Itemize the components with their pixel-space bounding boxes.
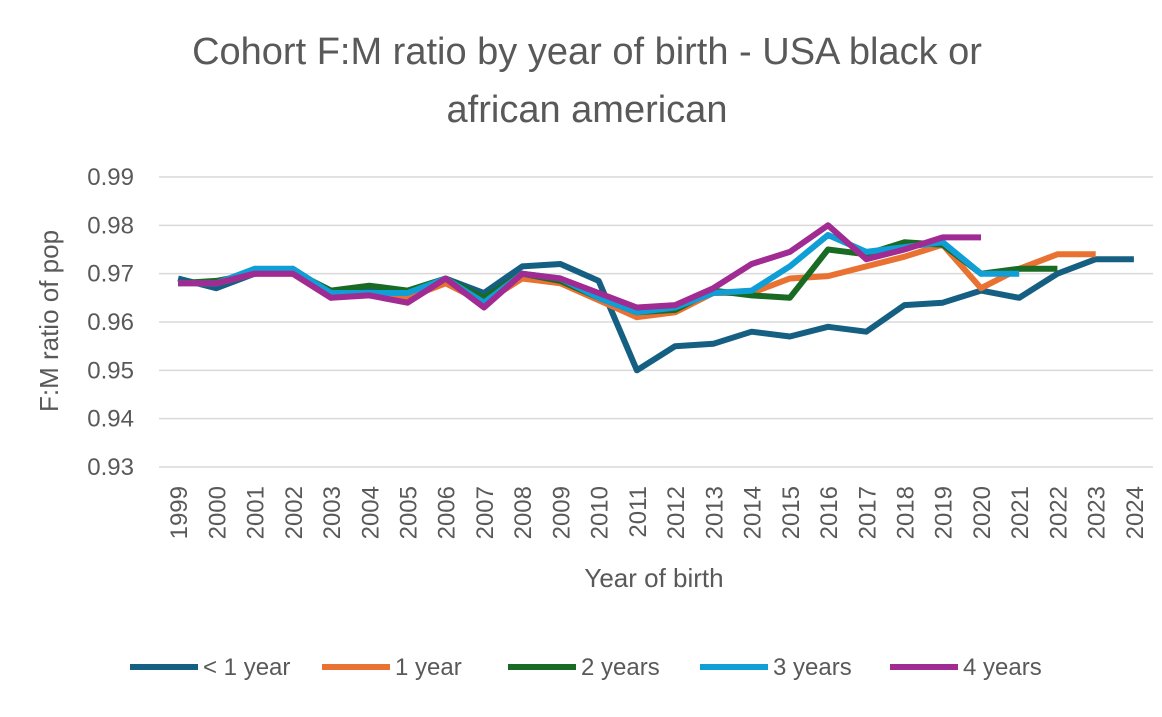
x-tick-label: 1999 (166, 486, 193, 539)
legend: < 1 year 1 year 2 years 3 years 4 years (130, 654, 1042, 681)
x-tick-label: 2017 (854, 486, 881, 539)
legend-label: 1 year (395, 654, 462, 681)
x-tick-label: 2011 (625, 486, 652, 538)
chart-title-line-1: Cohort F:M ratio by year of birth - USA … (192, 31, 982, 73)
y-tick-label: 0.97 (87, 261, 134, 288)
y-tick-label: 0.98 (87, 212, 134, 239)
x-tick-label: 2018 (893, 486, 920, 539)
x-axis-ticks: 1999 2000 2001 2002 2003 2004 2005 2006 2007 2008… (166, 486, 1149, 539)
x-tick-label: 2002 (281, 486, 308, 539)
x-tick-label: 2000 (204, 486, 231, 539)
legend-entry: 1 year (322, 654, 462, 681)
x-tick-label: 2006 (434, 486, 461, 539)
x-tick-label: 2012 (663, 486, 690, 539)
legend-label: < 1 year (203, 654, 290, 681)
x-tick-label: 2024 (1122, 486, 1149, 539)
gridlines (159, 177, 1153, 467)
x-tick-label: 2013 (701, 486, 728, 539)
chart-title-line-2: african american (447, 89, 728, 131)
legend-label: 4 years (963, 654, 1042, 681)
x-tick-label: 2001 (243, 486, 270, 539)
x-tick-label: 2015 (778, 486, 805, 539)
y-axis-ticks: 0.93 0.94 0.95 0.96 0.97 0.98 0.99 (87, 164, 134, 481)
x-tick-label: 2021 (1007, 486, 1034, 539)
x-tick-label: 2023 (1084, 486, 1111, 539)
x-tick-label: 2009 (548, 486, 575, 539)
x-tick-label: 2020 (969, 486, 996, 539)
y-tick-label: 0.96 (87, 309, 134, 336)
legend-label: 3 years (773, 654, 852, 681)
x-tick-label: 2019 (931, 486, 958, 539)
x-tick-label: 2004 (357, 486, 384, 539)
x-axis-title: Year of birth (584, 563, 723, 593)
legend-entry: < 1 year (130, 654, 290, 681)
x-tick-label: 2005 (396, 486, 423, 539)
x-tick-label: 2008 (510, 486, 537, 539)
y-axis-title: F:M ratio of pop (34, 230, 64, 412)
legend-entry: 2 years (508, 654, 660, 681)
y-tick-label: 0.95 (87, 357, 134, 384)
legend-entry: 3 years (700, 654, 852, 681)
x-tick-label: 2014 (740, 486, 767, 539)
legend-entry: 4 years (890, 654, 1042, 681)
legend-label: 2 years (581, 654, 660, 681)
x-tick-label: 2010 (587, 486, 614, 539)
y-tick-label: 0.94 (87, 406, 134, 433)
x-tick-label: 2022 (1045, 486, 1072, 539)
x-tick-label: 2003 (319, 486, 346, 539)
y-tick-label: 0.93 (87, 454, 134, 481)
x-tick-label: 2007 (472, 486, 499, 539)
series-lines (178, 225, 1134, 370)
y-tick-label: 0.99 (87, 164, 134, 191)
x-tick-label: 2016 (816, 486, 843, 539)
